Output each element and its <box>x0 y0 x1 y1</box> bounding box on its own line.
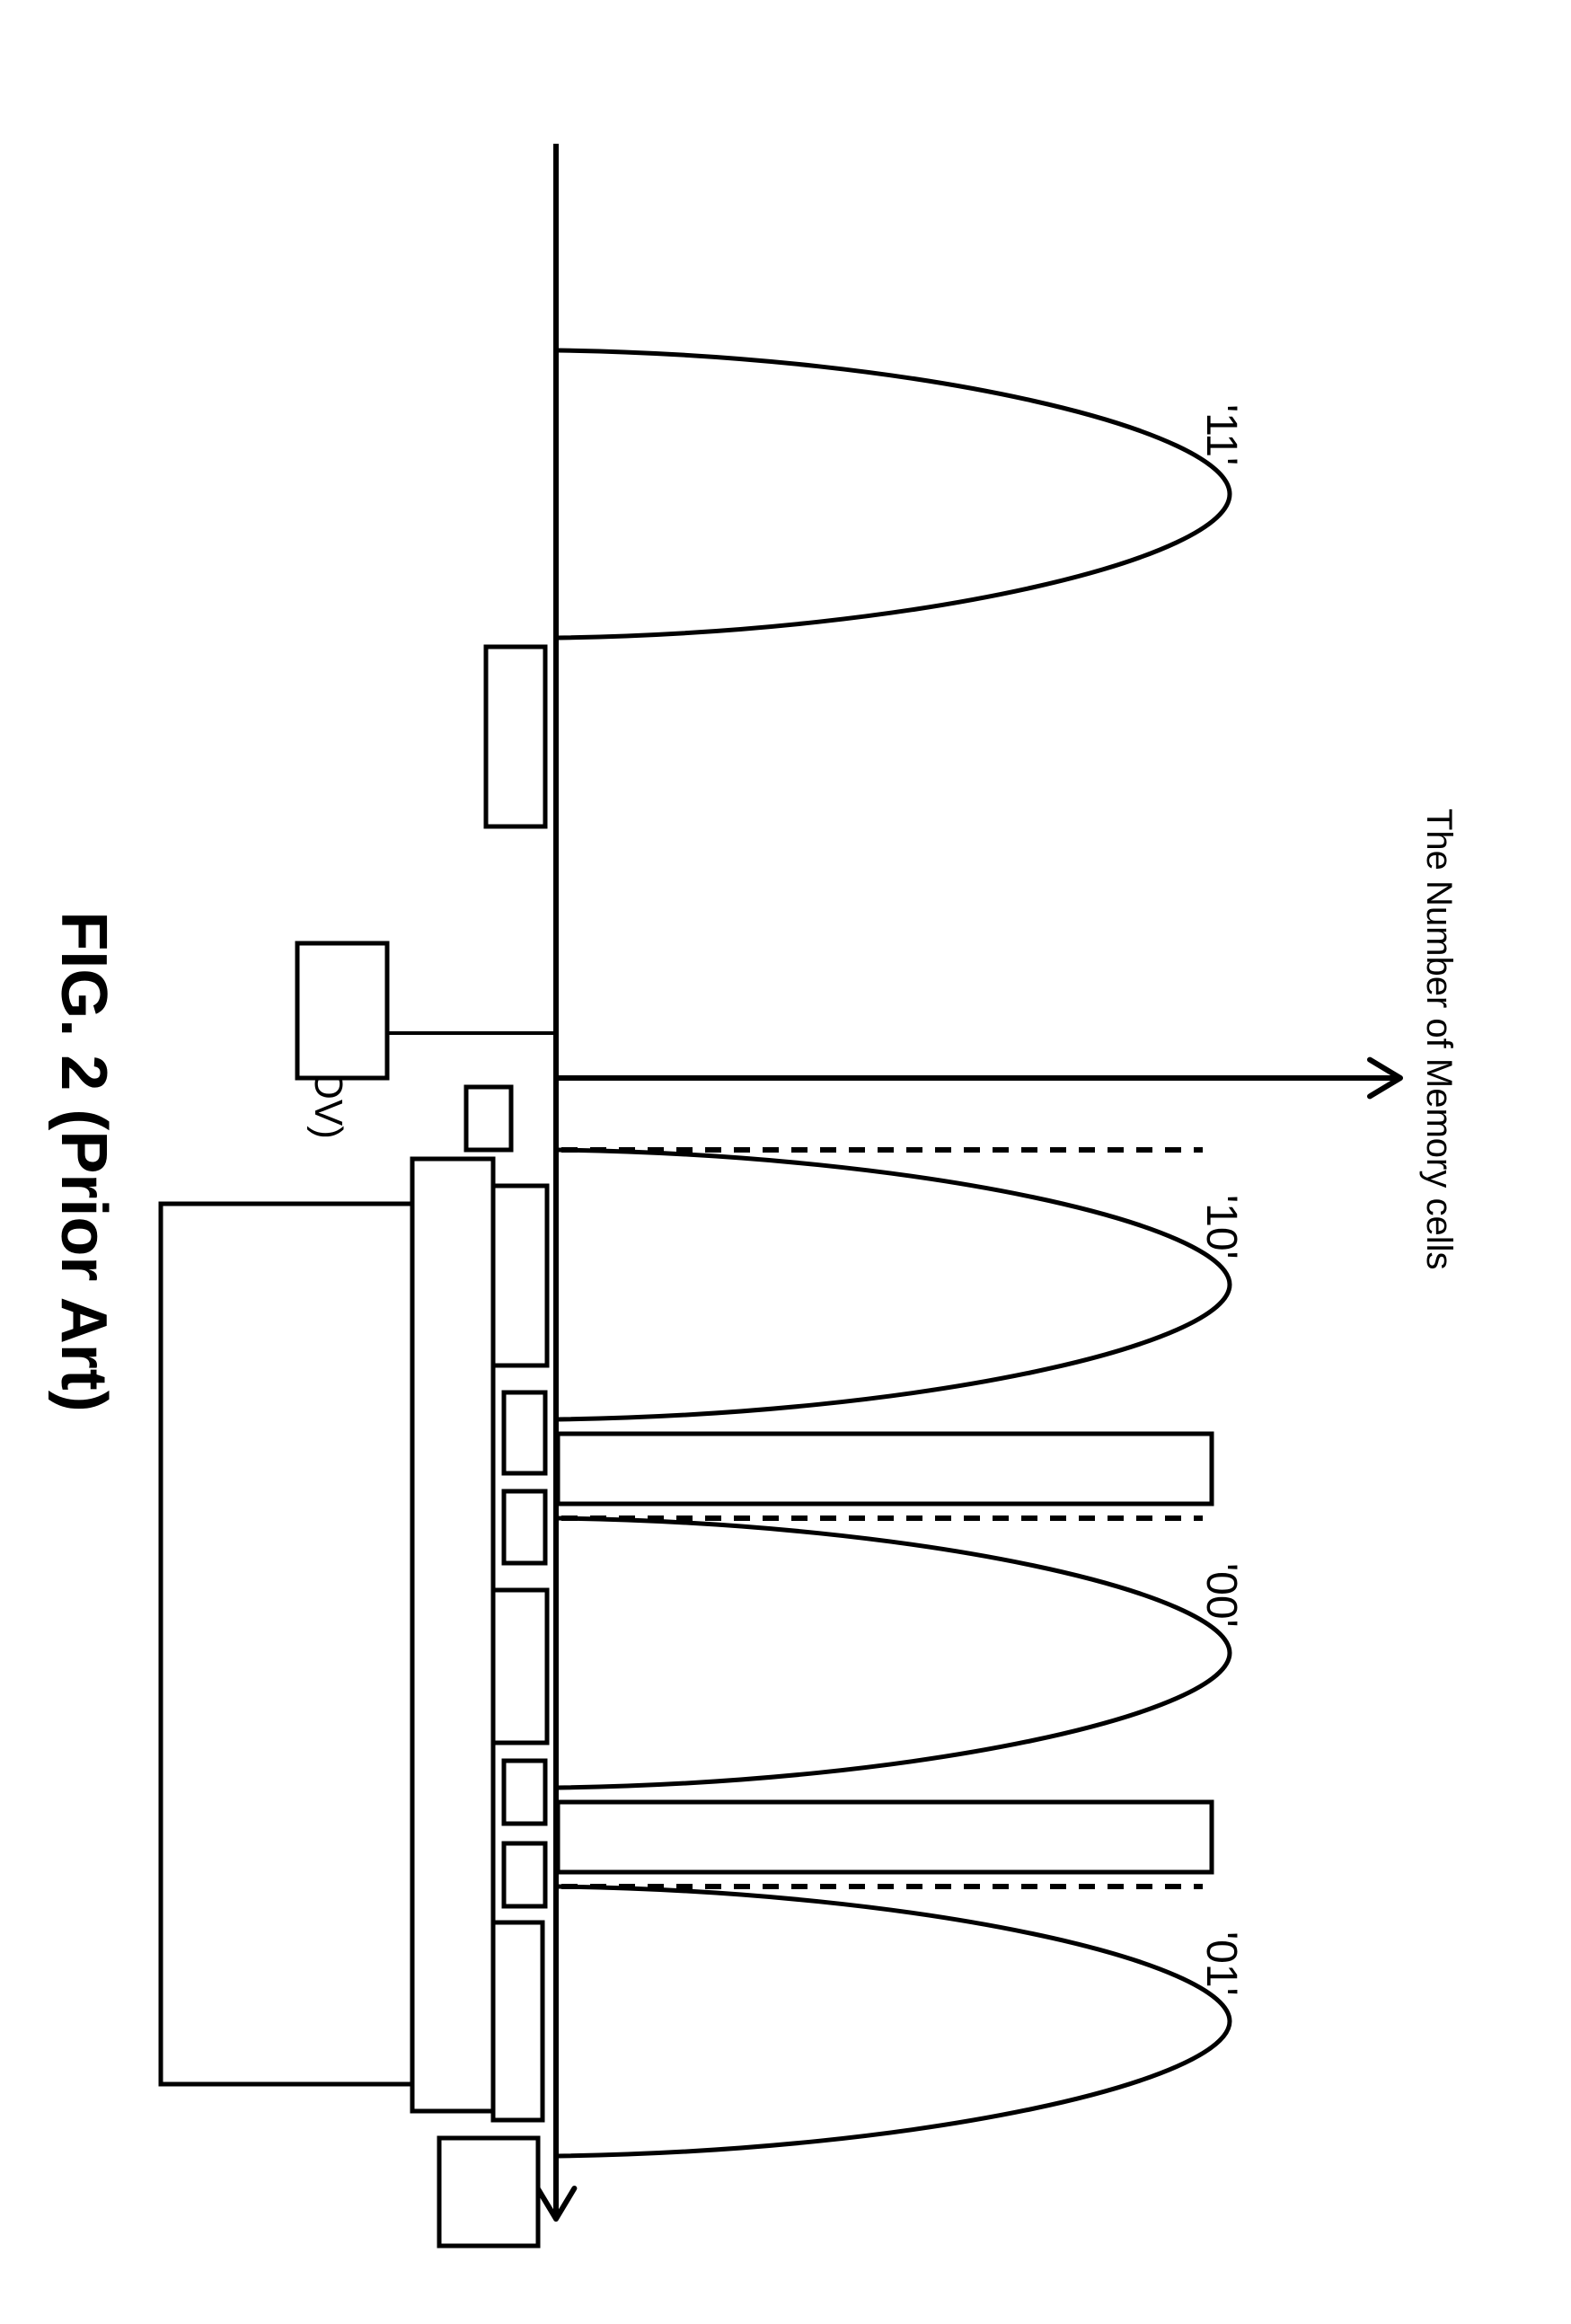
rect-i <box>504 1761 545 1824</box>
rect-k <box>493 1922 543 2120</box>
state-01-label: '01' <box>1197 1931 1245 1996</box>
figure-caption: FIG. 2 (Prior Art) <box>48 911 119 1411</box>
rect-3rd-main <box>161 1204 412 2084</box>
y-axis-title: The Number of Memory cells <box>1419 809 1459 1269</box>
state-10-label: '10' <box>1197 1195 1245 1259</box>
verify-bar-2 <box>558 1802 1212 1872</box>
figure-root: The Number of Memory cells(OV)Vth'11''10… <box>0 0 1571 2324</box>
rect-f <box>504 1392 545 1473</box>
state-11-label: '11' <box>1197 404 1245 465</box>
rect-g <box>504 1491 545 1563</box>
rect-d <box>466 1087 511 1150</box>
rect-3rd-top <box>412 1159 493 2111</box>
verify-bar-1 <box>558 1434 1212 1504</box>
rect-e <box>493 1186 547 1365</box>
rect-c <box>439 2138 538 2246</box>
rect-h <box>493 1590 547 1743</box>
state-00-label: '00' <box>1197 1563 1245 1628</box>
rect-j <box>504 1843 545 1906</box>
rect-b <box>297 943 387 1078</box>
rect-a <box>486 647 545 826</box>
